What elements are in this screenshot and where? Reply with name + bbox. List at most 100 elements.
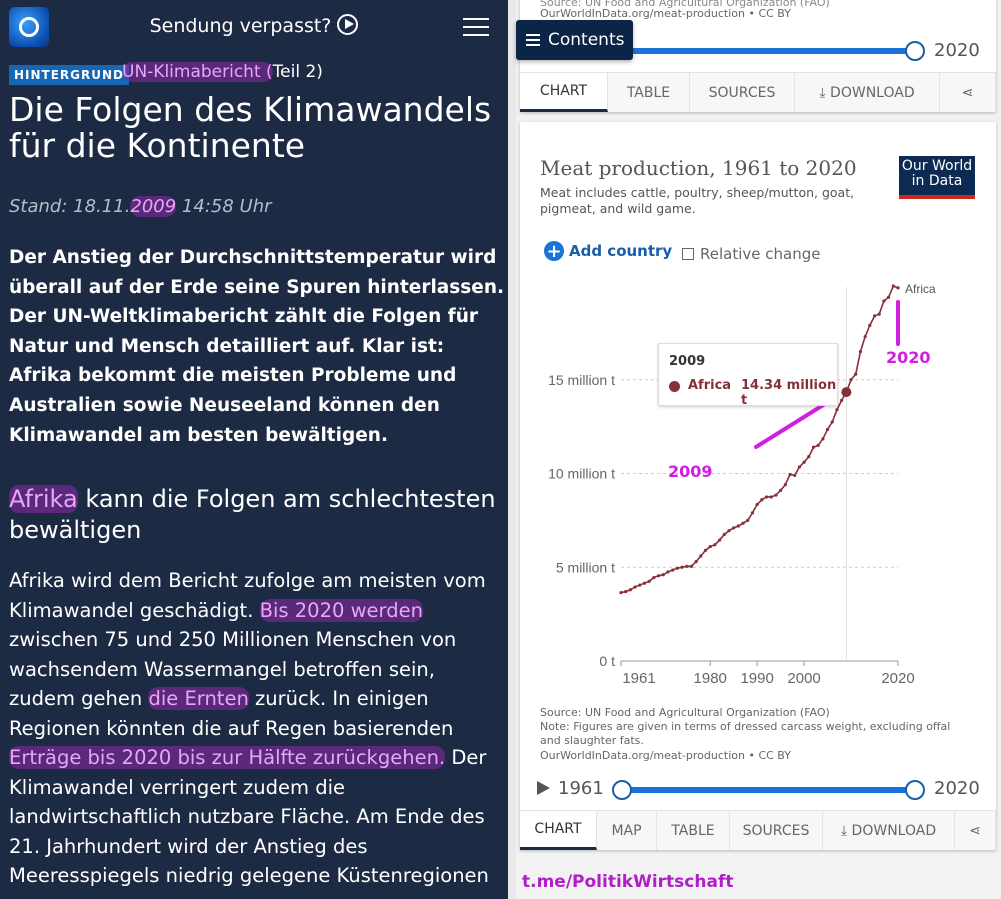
slider-start-handle[interactable] (612, 780, 632, 800)
chart-sources: Source: UN Food and Agricultural Organiz… (540, 706, 970, 763)
data-point (671, 568, 675, 572)
data-point (891, 284, 895, 288)
owid-chart-card: Meat production, 1961 to 2020 Meat inclu… (520, 122, 996, 850)
meat-production-chart[interactable]: 0 t 5 million t 10 million t 15 million t 19… (520, 272, 996, 692)
tab-map[interactable]: MAP (597, 811, 657, 850)
data-point (896, 286, 900, 290)
url-text[interactable]: OurWorldInData.org/meat-production • CC … (540, 749, 791, 762)
data-point (760, 498, 764, 502)
tab-table[interactable]: TABLE (657, 811, 730, 850)
tab-sources[interactable]: SOURCES (690, 73, 795, 112)
data-point (877, 312, 881, 316)
text: zurück. In einigen (248, 687, 429, 710)
data-point (656, 574, 661, 578)
source-text[interactable]: Source: UN Food and Agricultural Organiz… (540, 706, 830, 719)
data-point (769, 495, 773, 499)
tagesschau-article: Sendung verpasst? HINTERGRUND UN-Klimabe… (0, 0, 508, 899)
slider-end-label: 2020 (934, 778, 980, 799)
data-point (703, 548, 708, 552)
data-point (854, 372, 858, 376)
tab-sources[interactable]: SOURCES (730, 811, 823, 850)
data-point (732, 526, 736, 530)
owid-panel: Source: UN Food and Agricultural Organiz… (516, 0, 1001, 899)
source-text: Source: UN Food and Agricultural Organiz… (540, 0, 830, 9)
highlighted-year: 2009 (130, 196, 177, 217)
body-line: 21. Jahrhundert wird der Anstieg des (9, 834, 368, 858)
data-point (727, 529, 731, 533)
data-point (694, 560, 698, 564)
y-tick-label: 15 million t (548, 372, 615, 388)
tab-download[interactable]: ⤓ DOWNLOAD (823, 811, 955, 850)
url-text[interactable]: OurWorldInData.org/meat-production • CC … (540, 7, 791, 20)
highlight: Bis 2020 werden (259, 598, 423, 622)
checkbox-icon (682, 248, 694, 260)
data-point (717, 538, 722, 542)
slider-end-handle[interactable] (905, 41, 925, 61)
data-point (736, 524, 740, 528)
data-point (872, 314, 877, 318)
tooltip-value: 14.34 million t (741, 378, 837, 408)
note-text: Note: Figures are given in terms of dres… (540, 720, 951, 747)
series-line-africa (620, 284, 899, 594)
timeline-slider[interactable] (624, 787, 914, 793)
y-tick-label: 0 t (599, 653, 615, 669)
data-point (825, 427, 830, 432)
y-tick-label: 10 million t (548, 466, 615, 482)
data-point (882, 299, 886, 303)
tab-chart[interactable]: CHART (520, 811, 597, 850)
hamburger-menu-icon[interactable] (463, 18, 489, 36)
data-point (722, 532, 726, 537)
data-point (699, 554, 703, 558)
tab-download[interactable]: ⤓ DOWNLOAD (795, 73, 940, 112)
body-line: zudem gehen die Ernten zurück. In einige… (9, 684, 508, 714)
slider-end-handle[interactable] (905, 780, 925, 800)
data-point (816, 443, 820, 447)
body-line: zwischen 75 und 250 Millionen Menschen v… (9, 628, 457, 651)
annotation-2009: 2009 (668, 462, 713, 481)
download-label: DOWNLOAD (851, 822, 937, 839)
share-icon[interactable]: ⋖ (955, 811, 996, 850)
tab-table[interactable]: TABLE (608, 73, 690, 112)
contents-button[interactable]: Contents (516, 20, 633, 60)
play-icon[interactable] (537, 781, 550, 795)
data-point (887, 295, 891, 299)
telegram-link[interactable]: t.me/PolitikWirtschaft (522, 872, 734, 892)
data-point (755, 502, 759, 507)
add-country-button[interactable]: + Add country (544, 241, 673, 262)
text: Der (445, 746, 487, 769)
category-badge: HINTERGRUND (9, 65, 130, 85)
add-country-label: Add country (569, 242, 673, 260)
relative-change-checkbox[interactable]: Relative change (682, 245, 820, 263)
slider-start-label: 1961 (558, 778, 604, 799)
data-point (647, 579, 651, 583)
timeline-slider[interactable] (624, 48, 914, 54)
tagesschau-logo[interactable] (9, 7, 49, 47)
x-tick-label: 2000 (787, 670, 820, 687)
tab-bar: CHART TABLE SOURCES ⤓ DOWNLOAD ⋖ (520, 72, 996, 112)
text: Klimawandel geschädigt. (9, 598, 260, 622)
date-suffix: 14:58 Uhr (176, 196, 272, 217)
tab-bar: CHART MAP TABLE SOURCES ⤓ DOWNLOAD ⋖ (520, 810, 996, 850)
body-line: Meeresspiegels niedrig gelegene Küstenre… (9, 864, 489, 887)
play-circle-icon (337, 14, 359, 35)
annotation-stroke (754, 400, 830, 449)
topic-label[interactable]: UN-Klimabericht (Teil 2) (122, 62, 323, 82)
chart-title: Meat production, 1961 to 2020 (540, 156, 857, 180)
share-icon[interactable]: ⋖ (940, 73, 996, 112)
highlight: Erträge bis 2020 bis zur Hälfte zurückge… (9, 746, 446, 769)
highlight: die Ernten (148, 687, 249, 710)
body-line: Erträge bis 2020 bis zur Hälfte zurückge… (9, 743, 508, 773)
article-date: Stand: 18.11.2009 14:58 Uhr (9, 196, 272, 217)
tab-chart[interactable]: CHART (520, 73, 608, 112)
data-point (750, 511, 755, 515)
owid-card-top: Source: UN Food and Agricultural Organiz… (520, 0, 996, 112)
body-line: Klimawandel geschädigt. Bis 2020 werden (9, 596, 508, 626)
series-dot-icon (669, 381, 680, 392)
data-point (638, 583, 642, 587)
owid-logo[interactable]: Our World in Data (899, 156, 975, 199)
data-point (661, 573, 665, 577)
data-point (868, 323, 872, 327)
data-point (713, 543, 717, 547)
sendung-verpasst-link[interactable]: Sendung verpasst? (0, 14, 508, 37)
data-point (840, 398, 844, 402)
